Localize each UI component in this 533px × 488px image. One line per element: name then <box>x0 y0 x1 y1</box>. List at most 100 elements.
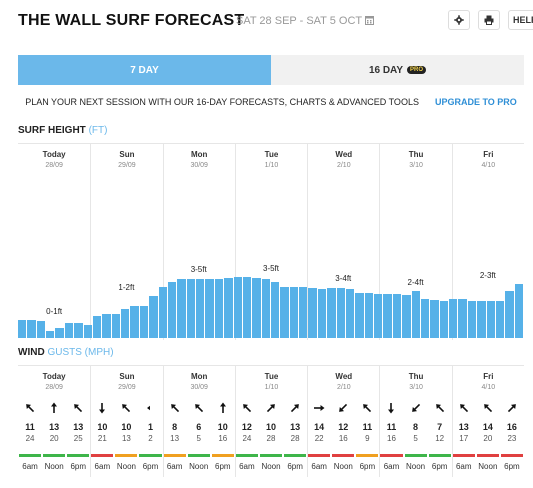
wind-gust: 9 <box>365 434 370 443</box>
calendar-icon[interactable] <box>365 15 374 25</box>
surf-bar[interactable] <box>280 286 289 338</box>
condition-rating-bar <box>428 454 451 457</box>
surf-bar[interactable] <box>486 301 495 338</box>
surf-bar[interactable] <box>167 281 177 338</box>
wind-direction-arrow-icon <box>146 405 150 411</box>
surf-bar[interactable] <box>74 323 83 338</box>
surf-bar[interactable] <box>149 296 158 338</box>
surf-bar[interactable] <box>495 301 505 338</box>
surf-bar[interactable] <box>242 276 252 338</box>
surf-height-chart: Today 28/09 Sun 29/09 Mon 30/09 Tue 1/10 Wed 2/10… <box>18 143 524 340</box>
settings-button[interactable] <box>448 10 470 30</box>
surf-bar[interactable] <box>121 308 130 338</box>
wind-gust: 20 <box>483 434 493 443</box>
surf-bar[interactable] <box>364 292 374 338</box>
wind-speed: 10 <box>97 422 108 432</box>
surf-bar[interactable] <box>130 306 139 338</box>
surf-bar[interactable] <box>317 289 327 338</box>
time-label: 6am <box>311 462 327 471</box>
surf-bar[interactable] <box>505 291 514 338</box>
help-button[interactable]: HELP <box>508 10 533 30</box>
surf-bar[interactable] <box>233 276 242 338</box>
surf-bar[interactable] <box>289 286 299 338</box>
surf-bar[interactable] <box>196 279 205 338</box>
condition-rating-bar <box>163 454 186 457</box>
surf-bar[interactable] <box>224 277 233 338</box>
section-unit: (FT) <box>88 125 108 136</box>
surf-bar[interactable] <box>467 301 477 338</box>
condition-rating-bar <box>139 454 162 457</box>
upgrade-link[interactable]: UPGRADE TO PRO <box>434 97 517 107</box>
wind-speed: 11 <box>25 422 35 432</box>
wind-gust: 5 <box>413 434 418 443</box>
wind-gust: 21 <box>97 434 107 443</box>
surf-bar[interactable] <box>55 328 64 338</box>
date-range: SAT 28 SEP - SAT 5 OCT <box>236 15 363 27</box>
surf-bar[interactable] <box>439 301 449 338</box>
surf-bar[interactable] <box>139 306 149 338</box>
surf-bar[interactable] <box>411 291 420 338</box>
surf-bar[interactable] <box>18 319 27 338</box>
surf-bar[interactable] <box>158 286 167 338</box>
wind-direction-arrow-icon <box>170 404 179 413</box>
surf-height-label: 3-5ft <box>190 264 207 274</box>
surf-day-column: Today 28/09 <box>18 143 90 340</box>
surf-bar[interactable] <box>477 301 486 338</box>
surf-bar[interactable] <box>420 298 430 338</box>
surf-bar[interactable] <box>92 315 102 338</box>
tab-label: 16 DAY <box>368 64 404 76</box>
time-label: 6am <box>455 462 472 471</box>
surf-bar[interactable] <box>308 287 317 338</box>
surf-bar[interactable] <box>458 298 467 338</box>
surf-height-title: SURF HEIGHT (FT) <box>18 125 107 136</box>
day-date: 29/09 <box>118 384 136 391</box>
surf-bar[interactable] <box>336 287 345 338</box>
surf-bar[interactable] <box>392 293 402 338</box>
surf-bar[interactable] <box>177 279 186 338</box>
surf-bar[interactable] <box>402 295 411 338</box>
wind-speed: 10 <box>121 422 132 432</box>
gear-icon <box>454 15 464 25</box>
surf-bar[interactable] <box>355 292 364 338</box>
surf-bar[interactable] <box>205 279 214 338</box>
wind-direction-arrow-icon <box>388 403 395 414</box>
surf-bar[interactable] <box>514 284 523 338</box>
print-button[interactable] <box>478 10 500 30</box>
condition-rating-bar <box>476 454 499 457</box>
surf-bar[interactable] <box>345 289 355 338</box>
time-label: 6pm <box>287 462 303 471</box>
surf-bar[interactable] <box>27 319 36 338</box>
surf-bar[interactable] <box>271 281 280 338</box>
surf-bar[interactable] <box>449 298 458 338</box>
surf-bar[interactable] <box>46 330 55 338</box>
day-date: 1/10 <box>264 162 279 169</box>
surf-bar[interactable] <box>383 293 392 338</box>
time-label: 6am <box>239 462 255 471</box>
wind-gust: 16 <box>338 434 348 443</box>
day-date: 1/10 <box>264 384 279 391</box>
surf-bar[interactable] <box>36 320 46 338</box>
surf-bar[interactable] <box>299 286 308 338</box>
time-label: Noon <box>116 462 136 471</box>
tab-16-day[interactable]: 16 DAY PRO <box>271 55 524 85</box>
tab-7-day[interactable]: 7 DAY <box>18 55 271 85</box>
day-name: Thu <box>408 150 424 159</box>
surf-bar[interactable] <box>83 324 92 338</box>
condition-rating-bar <box>259 454 283 457</box>
surf-bar[interactable] <box>327 287 336 338</box>
wind-speed: 13 <box>73 422 84 432</box>
surf-bar[interactable] <box>214 279 224 338</box>
surf-bar[interactable] <box>430 300 439 338</box>
surf-bar[interactable] <box>374 293 383 338</box>
day-date: 3/10 <box>409 384 423 391</box>
surf-bar[interactable] <box>252 277 261 338</box>
wind-gust: 16 <box>387 434 396 443</box>
surf-bar[interactable] <box>102 313 111 338</box>
surf-bar[interactable] <box>261 279 270 338</box>
wind-speed: 12 <box>338 422 349 432</box>
day-name: Sun <box>119 150 135 159</box>
wind-day-column: Today 28/09 <box>18 365 90 477</box>
surf-bar[interactable] <box>111 313 121 338</box>
surf-bar[interactable] <box>186 279 196 338</box>
surf-bar[interactable] <box>64 323 74 338</box>
